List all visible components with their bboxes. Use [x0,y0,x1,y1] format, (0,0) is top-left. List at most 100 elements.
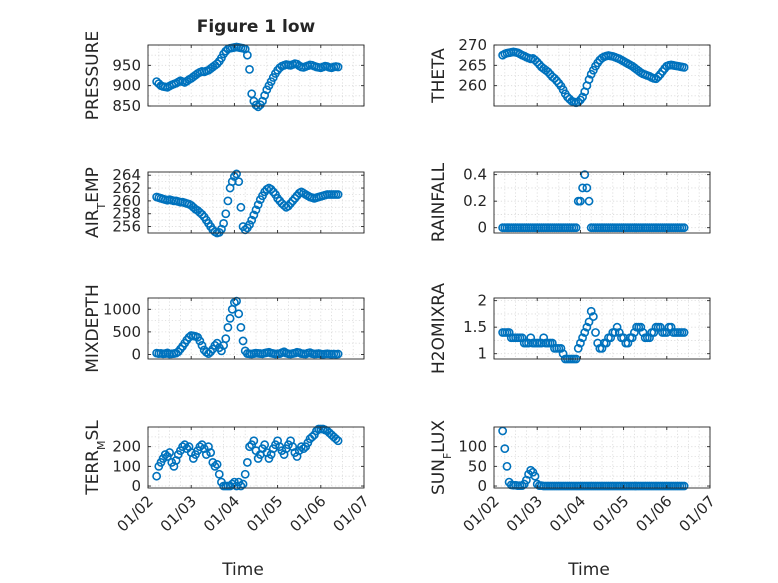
data-point [260,440,270,450]
data-point [206,448,216,457]
data-point [221,209,231,219]
data-point [504,328,514,337]
data-point [195,442,205,452]
y-axis-label: PRESSURE [83,31,103,120]
data-point [597,343,607,353]
series-mixdepth [152,296,343,359]
y-tick-label: 265 [458,56,487,74]
y-axis-label-main: TERR [83,450,103,496]
data-point [253,200,263,210]
y-axis-label-rest: SL [83,420,103,441]
data-point [223,322,233,332]
data-point [152,471,162,481]
series-h2omixra [498,306,689,364]
data-point [210,341,220,350]
data-point [649,328,659,337]
data-point [517,481,527,491]
data-point [247,89,257,99]
x-axis-label: Time [221,560,264,580]
data-point [333,62,343,72]
y-axis-label: RAINFALL [429,162,449,242]
y-tick-label: 258 [112,205,141,223]
x-tick-label: 01/07 [330,492,373,535]
data-point [204,349,213,358]
axes-box [493,297,711,360]
data-point [223,196,233,206]
data-point [517,333,527,343]
data-point [212,59,222,69]
subplot-rainfall: 0 0.2 0.4 RAINFALL [429,162,711,242]
data-point [296,442,306,452]
data-point [245,65,254,74]
x-tick-label: 01/06 [286,492,329,535]
data-point [526,465,536,475]
axes-box [147,171,365,234]
data-point [299,444,308,454]
data-point [584,75,594,84]
y-tick-label: 0 [477,219,487,237]
data-point [195,336,205,346]
data-point [679,328,689,337]
y-axis-label-rest: LUX [429,420,449,453]
data-point [606,333,616,343]
data-point [221,334,231,344]
data-point [212,459,222,469]
data-point [614,328,624,337]
data-point [539,333,549,343]
data-point [165,448,174,457]
axes-box [147,297,365,360]
x-tick-label: 01/05 [243,492,286,535]
data-point [500,444,510,454]
data-point [573,97,583,107]
data-point [679,481,689,491]
data-point [160,450,170,459]
data-point [236,202,246,212]
data-point [532,57,542,67]
y-tick-label: 1.5 [463,318,487,336]
data-point [558,349,568,359]
y-tick-label: 270 [458,36,487,54]
x-axis-label: Time [567,560,610,580]
data-point [586,306,596,316]
x-tick-label: 01/06 [632,492,675,535]
data-point [679,223,689,233]
y-tick-label: 260 [458,77,487,95]
data-point [573,343,583,353]
data-point [333,190,343,199]
y-tick-label: 50 [468,457,487,475]
y-tick-label: 950 [112,56,141,74]
y-tick-label: 262 [112,179,141,197]
data-point [253,102,263,112]
data-point [214,469,224,479]
data-point [236,322,246,332]
y-tick-label: 0 [131,477,141,495]
axes-box [493,171,711,234]
y-tick-label: 500 [112,323,141,341]
data-point [578,183,587,193]
data-point [666,322,676,332]
data-point [588,312,598,321]
data-point [530,471,540,481]
data-point [249,210,259,220]
x-tick-label: 01/02 [460,492,503,535]
data-point [331,434,341,444]
data-point [333,349,343,359]
series-rainfall [498,170,689,233]
y-tick-label: 256 [112,218,141,236]
data-point [195,208,205,217]
data-point [612,322,622,332]
series-air_temp [152,169,343,238]
data-point [550,73,559,83]
data-point [526,333,536,343]
y-tick-label: 0.2 [463,192,487,210]
figure-title: Figure 1 low [197,17,316,37]
data-point [630,328,639,337]
data-point [623,338,633,348]
data-point [245,442,254,452]
subplot-theta: 260 265 270 THETA [429,36,711,108]
data-point [197,341,207,350]
